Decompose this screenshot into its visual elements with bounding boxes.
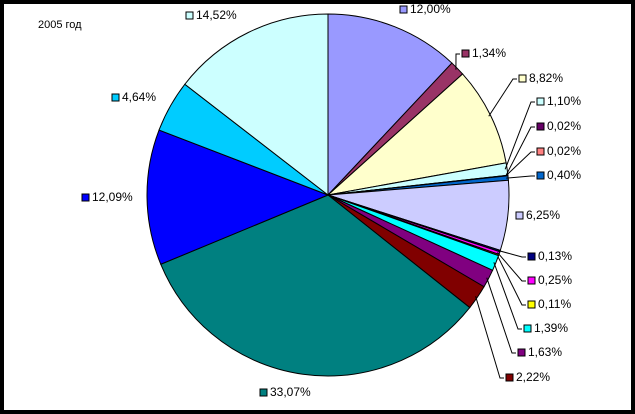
label-swatch	[527, 300, 536, 309]
leader-line	[497, 252, 526, 282]
label-swatch	[517, 348, 526, 357]
label-swatch	[259, 388, 268, 397]
leader-line	[493, 262, 522, 330]
label-swatch	[185, 11, 194, 20]
data-label: 1,10%	[547, 94, 581, 108]
label-swatch	[536, 171, 545, 180]
chart-title: 2005 год	[38, 19, 82, 31]
data-label: 14,52%	[196, 8, 237, 22]
label-swatch	[515, 211, 524, 220]
leader-line	[486, 277, 516, 354]
label-swatch	[399, 5, 408, 14]
data-label: 0,25%	[538, 273, 572, 287]
label-swatch	[523, 324, 532, 333]
data-label: 12,09%	[92, 190, 133, 204]
label-swatch	[536, 122, 545, 131]
pie-slice	[146, 129, 330, 265]
data-label: 12,00%	[410, 2, 451, 16]
data-label: 2,22%	[516, 370, 550, 384]
leader-line	[506, 175, 535, 179]
pie-slice	[327, 13, 453, 197]
label-swatch	[536, 147, 545, 156]
leader-line	[475, 296, 504, 379]
pie-slice	[160, 194, 471, 377]
data-label: 8,82%	[529, 71, 563, 85]
data-label: 0,02%	[547, 144, 581, 158]
leader-line	[504, 101, 535, 170]
label-swatch	[81, 193, 90, 202]
data-label: 1,39%	[534, 321, 568, 335]
leader-line	[455, 53, 460, 70]
data-label: 1,63%	[528, 345, 562, 359]
label-swatch	[527, 276, 536, 285]
label-swatch	[536, 97, 545, 106]
leader-line	[498, 249, 526, 258]
leader-line	[496, 254, 526, 306]
data-label: 0,02%	[547, 119, 581, 133]
label-swatch	[111, 93, 120, 102]
label-swatch	[505, 373, 514, 382]
data-label: 0,40%	[547, 168, 581, 182]
leader-line	[505, 126, 535, 176]
leader-line	[488, 78, 517, 117]
leader-line	[505, 151, 535, 177]
label-swatch	[518, 74, 527, 83]
data-label: 4,64%	[122, 90, 156, 104]
label-swatch	[461, 49, 470, 58]
data-label: 1,34%	[472, 46, 506, 60]
pie-slice	[326, 73, 507, 196]
label-swatch	[527, 252, 536, 261]
data-label: 33,07%	[270, 385, 311, 399]
data-label: 6,25%	[526, 208, 560, 222]
pie-slice	[184, 13, 329, 197]
data-label: 0,13%	[538, 249, 572, 263]
data-label: 0,11%	[538, 297, 571, 311]
